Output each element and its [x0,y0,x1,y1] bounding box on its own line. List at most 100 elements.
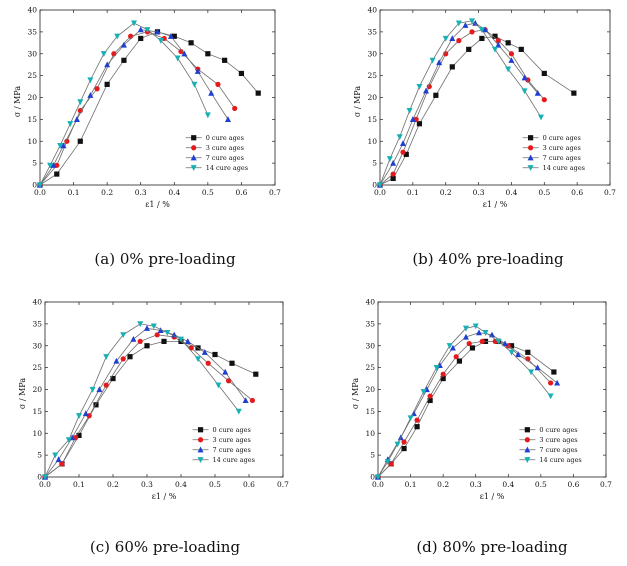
data-point [492,33,498,39]
data-point [137,321,144,328]
data-point [446,343,453,349]
x-tick-label: 0.7 [269,188,281,197]
x-tick-label: 0.4 [502,480,514,489]
data-point [110,375,116,382]
panel-caption: (a) 0% pre-loading [94,250,236,268]
data-point [222,57,228,63]
y-tick-label: 30 [367,49,377,58]
legend-label: 14 cure ages [213,456,255,464]
data-point [466,340,472,347]
x-tick-label: 0.6 [243,480,255,489]
series-triangle-up [42,325,249,480]
data-point [226,378,232,384]
data-point [416,121,423,127]
data-point [472,19,479,26]
data-point [154,28,161,35]
data-point [253,371,259,377]
data-point [521,88,528,95]
data-point [515,351,522,358]
y-tick-label: 10 [32,429,42,438]
data-point [495,41,502,48]
legend-marker [528,135,534,141]
y-axis-label: σ / MPa [351,378,360,409]
data-point [120,41,127,48]
data-point [427,397,433,404]
data-point [390,175,396,182]
data-point [429,57,436,64]
legend-marker [191,145,197,151]
data-point [178,48,184,55]
x-tick-label: 0.4 [505,188,517,197]
data-point [225,116,231,122]
data-point [94,86,100,92]
data-point [440,375,446,382]
data-point [54,171,60,177]
legend-marker [524,446,531,453]
data-point [87,77,94,84]
series-triangle-down [37,20,211,189]
y-tick-label: 15 [367,115,377,124]
data-point [406,108,413,114]
data-point [120,332,127,339]
x-tick-label: 0.1 [68,188,80,197]
y-axis-label: σ / MPa [13,86,22,117]
series-triangle-up [377,19,541,188]
data-point [229,360,235,366]
chart-panel-3: 0.0 0.1 0.2 0.3 0.4 0.5 0.6 0.7 0 5 10 15 20 25 30 35 40… [351,298,612,556]
y-tick-label: 5 [370,451,375,460]
data-point [400,140,406,147]
data-point [238,70,245,77]
data-point [57,143,64,149]
y-tick-label: 20 [367,93,377,102]
data-point [77,108,83,114]
data-point [65,437,72,444]
data-point [449,64,455,70]
legend-marker [190,165,197,171]
y-tick-label: 25 [32,363,42,372]
data-point [128,33,134,39]
data-point [157,38,164,44]
y-tick-label: 5 [372,159,377,168]
legend-label: 0 cure ages [213,426,251,434]
y-axis-label: σ / MPa [353,86,362,117]
data-point [414,417,420,423]
data-point [551,369,557,375]
data-point [469,29,475,35]
data-point [222,368,229,375]
x-tick-label: 0.3 [470,480,482,489]
data-point [502,340,509,347]
data-point [235,408,242,415]
y-tick-label: 40 [27,6,37,15]
y-tick-label: 35 [32,319,42,328]
chart-panel-1: 0.0 0.1 0.2 0.3 0.4 0.5 0.6 0.7 0 5 10 15 20 25 30 35 40… [353,6,616,268]
data-point [518,46,524,52]
data-point [508,343,515,349]
series-line [379,29,545,186]
data-point [127,354,133,360]
legend-marker [524,427,530,433]
data-point [525,349,531,355]
series-line [39,22,209,186]
data-point [100,51,107,57]
data-point [104,81,110,87]
y-tick-label: 35 [365,319,375,328]
panel-caption: (b) 40% pre-loading [412,250,564,268]
y-axis-label: σ / MPa [18,378,27,409]
data-point [89,386,96,393]
legend-label: 14 cure ages [543,164,585,172]
x-tick-label: 0.7 [600,480,612,489]
data-point [416,83,423,90]
data-point [420,389,427,395]
legend-label: 3 cure ages [543,144,581,152]
series-triangle-down [377,18,544,189]
series-line [39,29,229,186]
chart-panel-2: 0.0 0.1 0.2 0.3 0.4 0.5 0.6 0.7 0 5 10 15 20 25 30 35 40… [18,298,289,556]
data-point [215,81,221,87]
data-point [120,356,126,362]
data-point [47,162,54,169]
x-tick-label: 0.3 [135,188,147,197]
data-point [433,365,440,371]
data-point [394,441,401,448]
data-point [505,40,511,46]
legend-marker [528,145,534,151]
